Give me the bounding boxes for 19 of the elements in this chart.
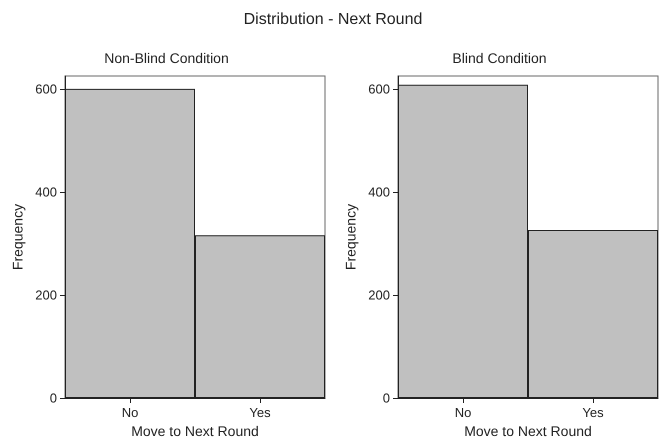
y-axis-title: Frequency <box>9 204 26 270</box>
y-tick-label: 0 <box>382 390 390 406</box>
y-tick-label: 600 <box>35 81 57 96</box>
chart-title: Non-Blind Condition <box>104 50 229 66</box>
y-tick-label: 200 <box>35 287 57 302</box>
x-tick-label: No <box>454 405 472 420</box>
y-tick-label: 0 <box>50 390 57 406</box>
y-tick-label: 600 <box>368 81 390 96</box>
x-axis-title: Move to Next Round <box>131 423 259 439</box>
x-tick-label: No <box>122 405 138 420</box>
chart-title: Blind Condition <box>452 50 547 66</box>
x-tick-label: Yes <box>249 405 272 420</box>
y-axis-title: Frequency <box>342 204 358 270</box>
y-tick-label: 200 <box>368 287 390 302</box>
y-tick-label: 400 <box>35 184 57 200</box>
y-tick-label: 400 <box>368 184 390 200</box>
text: Distribution - Next Round <box>244 11 422 29</box>
x-tick-label: Yes <box>582 405 604 420</box>
x-axis-title: Move to Next Round <box>464 423 592 439</box>
